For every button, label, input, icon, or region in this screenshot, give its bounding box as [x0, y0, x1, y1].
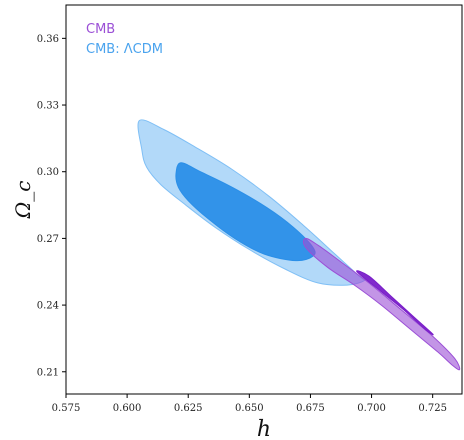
legend: CMB CMB: ΛCDM — [86, 22, 163, 57]
contour-lcdm-68pct — [175, 162, 316, 262]
x-tick-label: 0.675 — [296, 403, 325, 414]
y-tick-label: 0.30 — [37, 167, 59, 178]
y-tick-label: 0.21 — [37, 367, 59, 378]
x-tick-label: 0.625 — [174, 403, 203, 414]
x-tick-label: 0.575 — [52, 403, 81, 414]
x-tick-label: 0.600 — [113, 403, 142, 414]
contour-cmb-68pct — [356, 270, 434, 336]
plot-frame — [65, 4, 463, 395]
x-tick-label: 0.650 — [235, 403, 264, 414]
y-axis-label: Ω_c — [11, 181, 35, 220]
x-axis-ticks: 0.575 0.600 0.625 0.650 0.675 0.700 0.725 — [52, 394, 447, 414]
y-tick-label: 0.33 — [37, 101, 59, 112]
x-tick-label: 0.700 — [357, 403, 386, 414]
y-axis-ticks: 0.21 0.24 0.27 0.30 0.33 0.36 — [37, 34, 66, 378]
legend-entry-lcdm: CMB: ΛCDM — [86, 42, 163, 57]
y-tick-label: 0.24 — [37, 301, 59, 312]
legend-entry-cmb: CMB — [86, 22, 115, 37]
x-axis-label: h — [257, 417, 271, 440]
y-tick-label: 0.27 — [37, 234, 59, 245]
y-tick-label: 0.36 — [37, 34, 59, 45]
contour-cmb-95pct — [302, 237, 461, 371]
contour-layer — [137, 119, 461, 371]
x-tick-label: 0.725 — [418, 403, 447, 414]
